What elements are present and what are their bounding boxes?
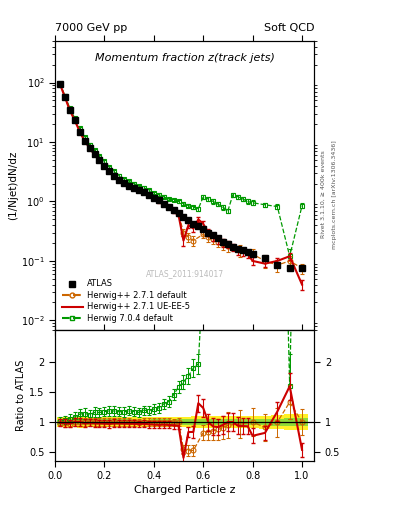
Text: ATLAS_2011:914017: ATLAS_2011:914017: [146, 269, 224, 278]
X-axis label: Charged Particle z: Charged Particle z: [134, 485, 235, 496]
Text: 7000 GeV pp: 7000 GeV pp: [55, 23, 127, 33]
Text: mcplots.cern.ch [arXiv:1306.3436]: mcplots.cern.ch [arXiv:1306.3436]: [332, 140, 337, 249]
Y-axis label: Ratio to ATLAS: Ratio to ATLAS: [17, 359, 26, 431]
Text: Rivet 3.1.10, ≥ 400k events: Rivet 3.1.10, ≥ 400k events: [320, 151, 325, 239]
Y-axis label: (1/Njet)dN/dz: (1/Njet)dN/dz: [8, 151, 18, 220]
Text: Soft QCD: Soft QCD: [264, 23, 314, 33]
Legend: ATLAS, Herwig++ 2.7.1 default, Herwig++ 2.7.1 UE-EE-5, Herwig 7.0.4 default: ATLAS, Herwig++ 2.7.1 default, Herwig++ …: [59, 277, 192, 326]
Text: Momentum fraction z(track jets): Momentum fraction z(track jets): [95, 53, 275, 62]
